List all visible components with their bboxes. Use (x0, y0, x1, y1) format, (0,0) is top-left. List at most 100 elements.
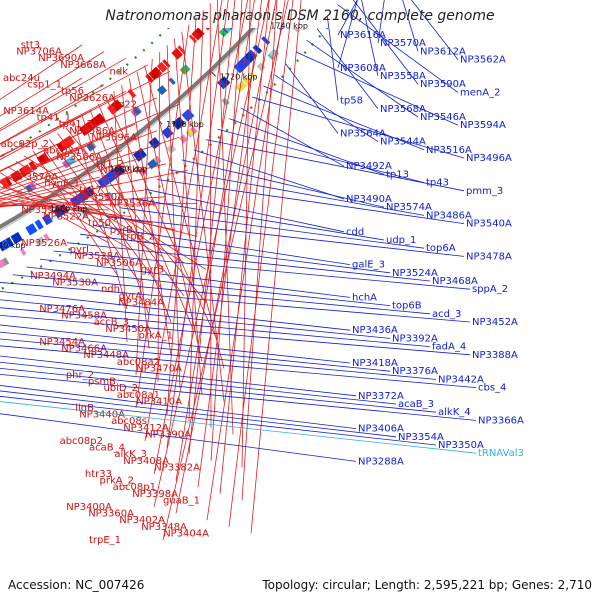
gene-label: NP3478A (466, 251, 512, 262)
gene-label: psmB (88, 377, 116, 388)
gene-leader-line (216, 0, 234, 435)
gene-label: NP3470A (136, 363, 182, 374)
gene-label: menA_2 (460, 87, 500, 98)
gene-label: NP3576A (12, 172, 58, 183)
gene-leader-line (0, 150, 123, 194)
gene-label: NP3626A (69, 93, 115, 104)
gene-leader-line (337, 0, 358, 36)
gene-label: NP3568A (380, 104, 426, 115)
reverse-strand-gene (188, 34, 198, 44)
gene-leader-line (0, 203, 110, 211)
gene-label: NP3690A (38, 53, 84, 64)
tick-label: 1680 kbp (109, 164, 147, 173)
gene-label: NP3586A (69, 126, 115, 137)
gene-label: NP3524A (392, 268, 438, 279)
gene-label: NP3354A (398, 432, 444, 443)
gene-label: gyrA (119, 291, 142, 302)
gene-leader-line (0, 143, 92, 184)
gene-label: NP3562A (460, 55, 506, 66)
forward-strand-gene (79, 190, 89, 201)
gene-leader-line (81, 115, 150, 316)
gene-leader-line (106, 216, 465, 257)
gene-leader-line (0, 77, 83, 130)
gene-leader-line (93, 225, 351, 265)
gene-label: tp50 (88, 218, 111, 229)
gene-leader-line (0, 189, 145, 207)
gene-leader-line (153, 0, 249, 475)
gene-leader-line (228, 0, 294, 527)
gene-leader-line (352, 0, 419, 85)
gene-leader-line (0, 156, 145, 200)
reverse-strand-gene (67, 135, 76, 145)
tick-label: 1660 kbp (50, 205, 88, 214)
gene-leader-line (217, 128, 425, 183)
gene-label: NP3506A (96, 258, 142, 269)
function-class-block (249, 71, 257, 79)
reverse-strand-gene (171, 48, 183, 60)
gene-leader-line (295, 51, 459, 126)
gene-leader-line (209, 3, 212, 428)
gene-leader-line (0, 182, 110, 244)
gene-leader-line (73, 121, 128, 310)
function-class-block (157, 86, 166, 95)
gene-label: NP3360A (88, 509, 134, 520)
gene-leader-line (0, 324, 351, 364)
gene-leader-line (32, 150, 119, 277)
gene-leader-line (219, 0, 270, 494)
gene-leader-line (188, 0, 236, 455)
gene-leader-line (0, 71, 171, 157)
gene-label: NP3516A (426, 145, 472, 156)
gene-label: guaB_1 (163, 495, 200, 506)
gene-label: sppA_2 (472, 284, 508, 295)
gene-leader-line (113, 91, 128, 343)
gene-label: acd_3 (432, 309, 461, 320)
gene-leader-line (162, 0, 289, 541)
gene-leader-line (0, 338, 437, 380)
gene-leader-line (0, 331, 391, 372)
gene-label: NP3596A (91, 132, 137, 143)
reverse-strand-gene (211, 9, 223, 21)
gene-label: NP3452A (472, 317, 518, 328)
gene-label: NP3458A (61, 311, 107, 322)
gene-label: NP3372A (358, 391, 404, 402)
gene-label: NP3454A (39, 337, 85, 348)
gene-leader-line (0, 401, 477, 454)
gene-leader-line (0, 130, 158, 191)
gene-leader-line (188, 10, 204, 422)
genome-summary-text: Topology: circular; Length: 2,595,221 bp… (262, 578, 592, 592)
gene-leader-line (361, 0, 379, 77)
gene-leader-line (402, 0, 419, 52)
gene-leader-line (0, 395, 437, 446)
gene-label: NP3530A (52, 278, 98, 289)
gene-label: NP3590A (420, 79, 466, 90)
gene-label: NP3350A (438, 440, 484, 451)
gene-leader-line (0, 282, 471, 323)
function-class-block (61, 159, 71, 169)
gene-label: NP3382A (154, 462, 200, 473)
gene-label: NP3402A (119, 515, 165, 526)
reverse-strand-gene (217, 5, 227, 15)
gene-leader-line (157, 179, 465, 224)
gene-label: NP3546A (420, 112, 466, 123)
gene-label: NP3706A (16, 47, 62, 58)
gene-leader-line (0, 196, 167, 207)
gene-leader-line (0, 413, 357, 462)
gene-leader-line (166, 0, 229, 448)
gene-label: NP3522A (43, 212, 89, 223)
gene-leader-line (0, 299, 391, 339)
gene-leader-line (193, 149, 345, 200)
function-class-block (218, 28, 228, 38)
gene-leader-line (274, 74, 379, 142)
forward-strand-gene (148, 136, 161, 150)
gene-leader-line (241, 0, 278, 501)
gene-label: NP3436A (352, 325, 398, 336)
forward-strand-gene (219, 76, 231, 88)
gene-label: gyrB (141, 264, 164, 275)
function-class-block (179, 64, 191, 75)
gene-leader-line (0, 123, 136, 183)
gene-label: tRNAVal3 (478, 448, 524, 459)
gene-leader-line (144, 188, 345, 233)
gene-label: NP3442A (438, 374, 484, 385)
gene-label: tp43 (426, 178, 449, 189)
